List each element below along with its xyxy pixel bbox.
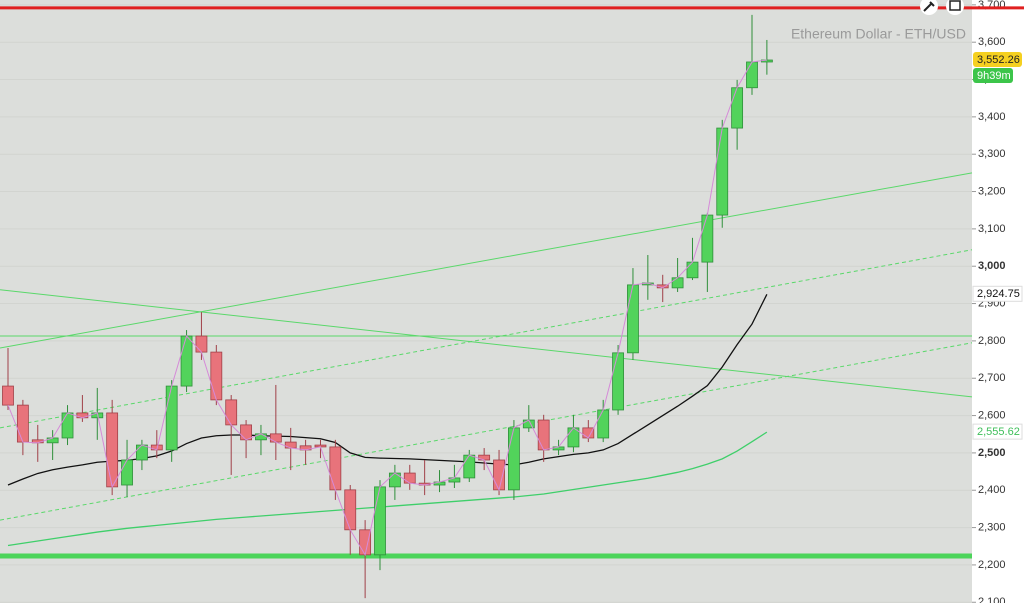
moving-average bbox=[7, 294, 768, 486]
candle-body bbox=[76, 412, 89, 419]
candle-body bbox=[16, 404, 29, 443]
y-tick-label: 2,200 bbox=[978, 559, 1006, 571]
chart-title: Ethereum Dollar - ETH/USD bbox=[791, 26, 966, 42]
candle-body bbox=[731, 87, 744, 129]
y-tick-label: 2,600 bbox=[978, 409, 1006, 421]
candle-body bbox=[746, 61, 758, 89]
y-tick-label: 2,300 bbox=[978, 521, 1006, 533]
y-tick-label: 2,100 bbox=[978, 596, 1006, 603]
y-tick-label: 3,300 bbox=[978, 148, 1006, 160]
candle-body bbox=[403, 472, 416, 484]
countdown: 9h39m bbox=[977, 70, 1011, 82]
candle-body bbox=[508, 427, 520, 491]
last-value-label: 2,555.62 bbox=[977, 426, 1020, 438]
y-tick-label: 2,700 bbox=[978, 372, 1006, 384]
window-icon bbox=[949, 0, 961, 11]
candle-body bbox=[627, 284, 639, 354]
candle-body bbox=[597, 409, 610, 439]
window-button[interactable] bbox=[946, 0, 964, 15]
candle-body bbox=[463, 454, 476, 479]
y-tick-label: 2,500 bbox=[978, 447, 1006, 459]
candle-body bbox=[2, 385, 14, 406]
y-tick-label: 3,200 bbox=[978, 185, 1006, 197]
moving-average bbox=[7, 431, 768, 547]
y-tick-label: 3,600 bbox=[978, 36, 1006, 48]
settings-button[interactable] bbox=[920, 0, 938, 15]
candle-body bbox=[582, 427, 595, 439]
y-tick-label: 2,800 bbox=[978, 335, 1006, 347]
toolbar[interactable] bbox=[920, 0, 964, 15]
last-value-box bbox=[972, 285, 1023, 302]
candle-body bbox=[374, 486, 386, 556]
close-line bbox=[7, 59, 767, 557]
candle-body bbox=[61, 412, 74, 439]
candle-body bbox=[121, 459, 133, 486]
candle-body bbox=[225, 399, 238, 426]
candle-body bbox=[180, 335, 193, 387]
candle-body bbox=[701, 214, 714, 263]
candle-body bbox=[612, 352, 624, 411]
price-label: 3,552.26 bbox=[977, 54, 1020, 66]
y-tick-label: 3,400 bbox=[978, 111, 1006, 123]
reference-line bbox=[0, 172, 973, 349]
last-value-label: 2,924.75 bbox=[977, 288, 1020, 300]
countdown-box bbox=[973, 68, 1013, 84]
candle-body bbox=[46, 437, 59, 444]
candle-body bbox=[165, 385, 178, 451]
y-tick-label: 2,400 bbox=[978, 484, 1006, 496]
candle-body bbox=[686, 261, 699, 279]
y-tick-label: 3,000 bbox=[978, 260, 1006, 272]
candle-body bbox=[329, 446, 342, 491]
last-value-box bbox=[972, 423, 1023, 440]
candle-body bbox=[344, 489, 357, 531]
candle-body bbox=[210, 351, 223, 401]
candle-body bbox=[537, 419, 550, 451]
candle-body bbox=[269, 433, 282, 443]
candle-body bbox=[284, 441, 297, 449]
candle-body bbox=[195, 335, 208, 353]
reference-line bbox=[0, 249, 973, 429]
wrench-icon bbox=[923, 1, 935, 12]
price-box bbox=[973, 52, 1022, 68]
candle-body bbox=[359, 529, 372, 556]
candle-body bbox=[136, 444, 148, 461]
y-tick-label: 3,700 bbox=[978, 0, 1006, 11]
reference-line bbox=[0, 289, 973, 398]
reference-line bbox=[0, 342, 973, 521]
candle-body bbox=[240, 424, 252, 441]
candle-body bbox=[255, 433, 267, 441]
candle-body bbox=[478, 454, 491, 461]
candle-body bbox=[671, 277, 684, 289]
y-tick-label: 3,100 bbox=[978, 223, 1006, 235]
candle-body bbox=[716, 127, 729, 216]
candle-body bbox=[106, 412, 119, 488]
